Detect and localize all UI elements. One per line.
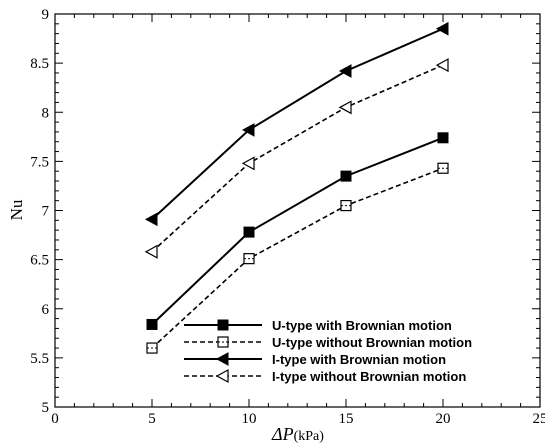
legend-label-1: U-type with Brownian motion bbox=[272, 318, 452, 333]
y-tick-label: 6 bbox=[42, 302, 50, 318]
x-axis-unit: (kPa) bbox=[294, 429, 325, 444]
y-axis-title: Nu bbox=[7, 199, 26, 220]
x-tick-label: 15 bbox=[339, 411, 354, 427]
marker-filled-left-triangle bbox=[215, 352, 229, 366]
y-tick-label: 5.5 bbox=[30, 351, 49, 367]
data-point-series-2 bbox=[340, 199, 352, 212]
y-tick-label: 8 bbox=[42, 105, 50, 121]
data-point-series-4 bbox=[241, 156, 255, 171]
data-point-series-2 bbox=[146, 342, 158, 354]
legend-label-4: I-type without Brownian motion bbox=[272, 369, 466, 384]
legend: U-type with Brownian motion U-type withou… bbox=[184, 318, 472, 384]
x-tick-label: 5 bbox=[148, 411, 156, 427]
series-line-1 bbox=[151, 136, 444, 326]
data-point-series-2 bbox=[243, 253, 255, 265]
plot-area bbox=[144, 21, 449, 354]
marker-filled-square bbox=[217, 319, 229, 331]
data-point-series-3 bbox=[144, 212, 158, 227]
data-point-series-4 bbox=[435, 58, 449, 73]
x-tick-label: 0 bbox=[51, 411, 59, 427]
y-tick-label: 7.5 bbox=[30, 154, 49, 170]
legend-label-3: I-type with Brownian motion bbox=[272, 352, 446, 367]
x-axis-symbol: ΔP bbox=[271, 424, 294, 444]
data-point-series-3 bbox=[435, 21, 449, 36]
data-point-series-1 bbox=[243, 226, 255, 238]
y-tick-label: 9 bbox=[42, 7, 50, 23]
legend-label-2: U-type without Brownian motion bbox=[272, 335, 472, 350]
marker-open-left-triangle bbox=[215, 368, 229, 384]
y-tick-label: 8.5 bbox=[30, 56, 49, 72]
x-axis-title: ΔP(kPa) bbox=[271, 424, 324, 444]
series-line-4 bbox=[151, 64, 444, 253]
x-tick-label: 10 bbox=[242, 411, 257, 427]
data-point-series-3 bbox=[338, 64, 352, 78]
data-point-series-4 bbox=[338, 100, 352, 115]
data-point-series-2 bbox=[437, 162, 449, 174]
data-point-series-1 bbox=[146, 318, 158, 330]
series-line-2 bbox=[151, 167, 444, 349]
y-tick-label: 5 bbox=[42, 400, 50, 416]
series-line-3 bbox=[151, 27, 444, 221]
data-point-series-1 bbox=[340, 170, 352, 182]
y-tick-label: 7 bbox=[42, 204, 50, 220]
data-point-series-3 bbox=[241, 123, 255, 137]
x-tick-label: 20 bbox=[436, 411, 451, 427]
y-tick-label: 6.5 bbox=[30, 253, 49, 269]
x-tick-label: 25 bbox=[533, 411, 545, 427]
data-point-series-1 bbox=[437, 132, 449, 144]
marker-open-square bbox=[217, 336, 229, 348]
data-point-series-4 bbox=[144, 244, 158, 259]
